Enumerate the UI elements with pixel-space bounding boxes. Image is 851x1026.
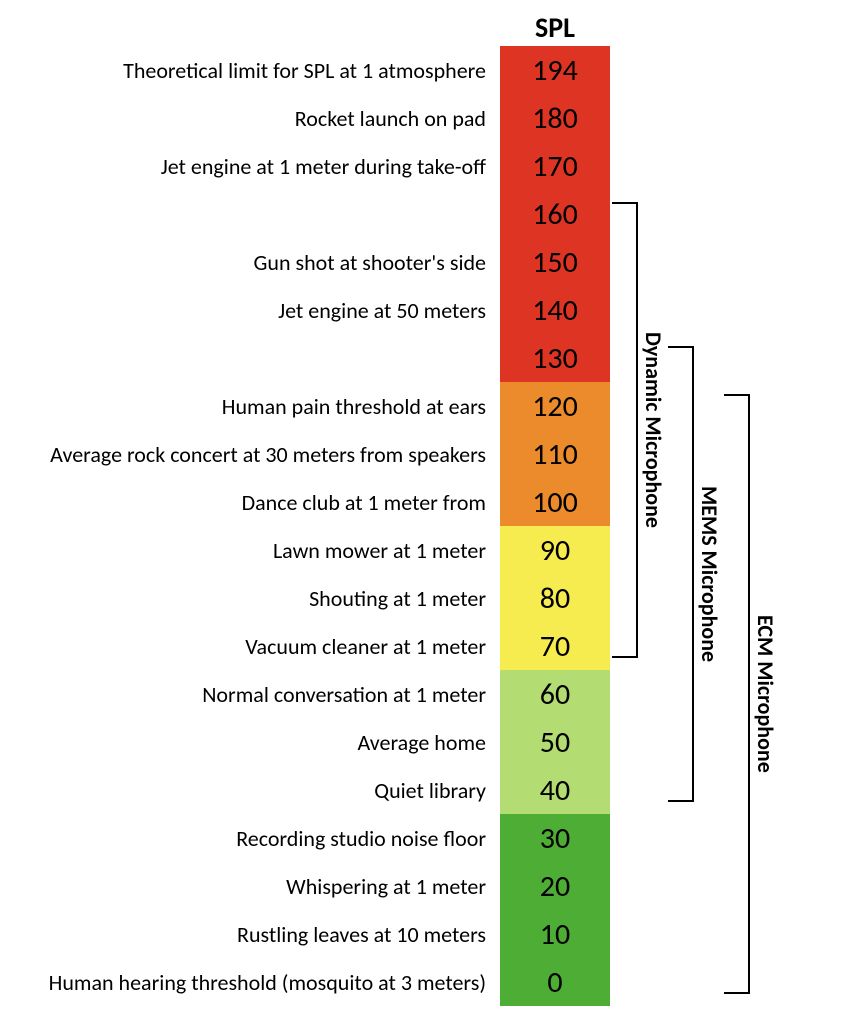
spl-label-row: Human pain threshold at ears xyxy=(20,382,500,430)
spl-value-cell: 130 xyxy=(500,334,610,382)
spl-label-row xyxy=(20,334,500,382)
spl-label-row: Quiet library xyxy=(20,766,500,814)
spl-header: SPL xyxy=(500,10,610,46)
spl-value-cell: 110 xyxy=(500,430,610,478)
spl-label-row: Gun shot at shooter's side xyxy=(20,238,500,286)
spl-label-row: Average home xyxy=(20,718,500,766)
spl-value-cell: 80 xyxy=(500,574,610,622)
microphone-range-label: ECM Microphone xyxy=(752,615,779,773)
spl-label-row: Shouting at 1 meter xyxy=(20,574,500,622)
spl-value-cell: 120 xyxy=(500,382,610,430)
spl-chart: Theoretical limit for SPL at 1 atmospher… xyxy=(0,0,851,1026)
spl-label-row: Rustling leaves at 10 meters xyxy=(20,910,500,958)
spl-value-cell: 10 xyxy=(500,910,610,958)
spl-label-row: Human hearing threshold (mosquito at 3 m… xyxy=(20,958,500,1006)
spl-label-row: Whispering at 1 meter xyxy=(20,862,500,910)
spl-label-row: Lawn mower at 1 meter xyxy=(20,526,500,574)
spl-label-row: Normal conversation at 1 meter xyxy=(20,670,500,718)
spl-label-row: Dance club at 1 meter from xyxy=(20,478,500,526)
spl-value-cell: 50 xyxy=(500,718,610,766)
brackets-column: Dynamic Microphone MEMS Microphone ECM Mic… xyxy=(610,10,830,1006)
spl-value-cell: 100 xyxy=(500,478,610,526)
spl-value-cell: 70 xyxy=(500,622,610,670)
spl-value-cell: 0 xyxy=(500,958,610,1006)
spl-value-cell: 150 xyxy=(500,238,610,286)
spl-label-row: Recording studio noise floor xyxy=(20,814,500,862)
spl-label-row: Theoretical limit for SPL at 1 atmospher… xyxy=(20,46,500,94)
label-header xyxy=(20,10,500,46)
spl-column: SPL 194180170160150140130120110100908070… xyxy=(500,10,610,1006)
spl-label-row: Average rock concert at 30 meters from s… xyxy=(20,430,500,478)
spl-value-cell: 60 xyxy=(500,670,610,718)
spl-label-row: Jet engine at 50 meters xyxy=(20,286,500,334)
spl-label-row: Vacuum cleaner at 1 meter xyxy=(20,622,500,670)
spl-label-row xyxy=(20,190,500,238)
spl-value-cell: 90 xyxy=(500,526,610,574)
spl-value-cell: 160 xyxy=(500,190,610,238)
microphone-range-label: Dynamic Microphone xyxy=(640,332,667,528)
spl-label-row: Rocket launch on pad xyxy=(20,94,500,142)
spl-value-cell: 180 xyxy=(500,94,610,142)
spl-value-cell: 170 xyxy=(500,142,610,190)
spl-value-cell: 140 xyxy=(500,286,610,334)
microphone-range-bracket xyxy=(668,346,694,802)
spl-label-row: Jet engine at 1 meter during take-off xyxy=(20,142,500,190)
microphone-range-bracket xyxy=(612,202,638,658)
spl-value-cell: 20 xyxy=(500,862,610,910)
microphone-range-bracket xyxy=(724,394,750,994)
microphone-range-label: MEMS Microphone xyxy=(696,486,723,662)
spl-value-cell: 194 xyxy=(500,46,610,94)
spl-value-cell: 40 xyxy=(500,766,610,814)
labels-column: Theoretical limit for SPL at 1 atmospher… xyxy=(20,10,500,1006)
spl-value-cell: 30 xyxy=(500,814,610,862)
